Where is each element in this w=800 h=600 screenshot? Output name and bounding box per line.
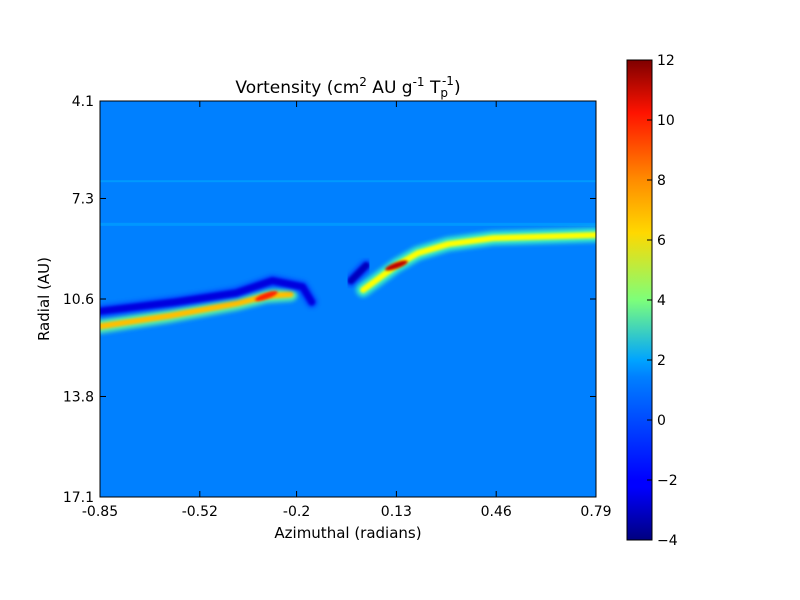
heatmap-peak xyxy=(255,290,278,301)
colorbar-tick-label: 12 xyxy=(657,53,675,69)
x-tick-label: -0.85 xyxy=(82,504,118,520)
heatmap-faint-band xyxy=(100,180,596,183)
x-tick-label: -0.2 xyxy=(283,504,310,520)
heatmap-faint-band xyxy=(100,222,596,226)
colorbar-tick-label: 2 xyxy=(657,353,666,369)
y-tick-label: 10.6 xyxy=(63,292,94,308)
heatmap-feature xyxy=(347,262,370,285)
y-axis: 4.1 7.3 10.6 13.8 17.1 xyxy=(63,94,596,506)
chart-title: Vortensity (cm2 AU g-1 Tp-1) xyxy=(235,74,460,100)
colorbar-tick-label: 0 xyxy=(657,413,666,429)
colorbar-tick-label: −2 xyxy=(657,473,678,489)
colorbar-ticks: 12 10 8 6 4 2 0 −2 −4 xyxy=(647,53,678,549)
colorbar-tick-label: 10 xyxy=(657,113,675,129)
heatmap-features xyxy=(100,180,596,334)
x-tick-label: 0.46 xyxy=(481,504,512,520)
y-tick-label: 7.3 xyxy=(72,191,94,207)
y-axis-label: Radial (AU) xyxy=(35,257,53,341)
x-axis: -0.85 -0.52 -0.2 0.13 0.46 0.79 xyxy=(82,101,612,520)
x-tick-label: 0.79 xyxy=(580,504,611,520)
heatmap-plot-area xyxy=(100,101,596,497)
colorbar-tick-label: −4 xyxy=(657,533,678,549)
x-tick-label: -0.52 xyxy=(182,504,218,520)
y-tick-label: 17.1 xyxy=(63,490,94,506)
colorbar-tick-label: 4 xyxy=(657,293,666,309)
heatmap-peak xyxy=(385,260,408,271)
colorbar-tick-label: 6 xyxy=(657,233,666,249)
colorbar-tick-label: 8 xyxy=(657,173,666,189)
heatmap-feature xyxy=(100,277,316,315)
x-axis-label: Azimuthal (radians) xyxy=(274,524,421,542)
x-tick-label: 0.13 xyxy=(381,504,412,520)
y-tick-label: 13.8 xyxy=(63,389,94,405)
y-tick-label: 4.1 xyxy=(72,94,94,110)
